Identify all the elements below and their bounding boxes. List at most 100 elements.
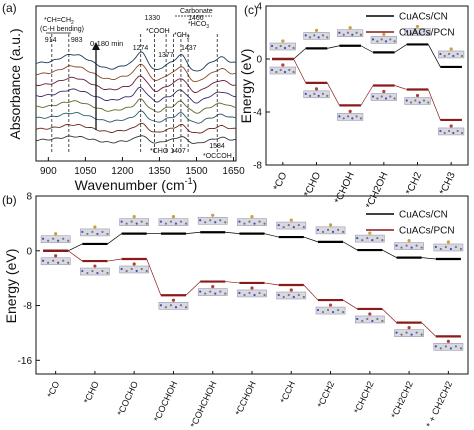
panel-a-peak-label: 1437 xyxy=(181,45,197,52)
panel-b-category-label: *COCHO xyxy=(115,380,140,418)
panel-c-category-label: *CH2 xyxy=(404,170,424,197)
panel-a-ylabel: Absorbance (a.u.) xyxy=(7,28,23,139)
panel-c-category-label: *CH3 xyxy=(438,170,458,197)
panel-b-connector xyxy=(225,281,240,284)
molecule-structure-image xyxy=(433,240,464,252)
panel-c-connector xyxy=(394,44,407,53)
panel-c-connector xyxy=(326,82,340,106)
panel-a-spectrum-line xyxy=(35,63,237,83)
panel-b-connector xyxy=(264,233,279,238)
panel-b-category-label: *CO xyxy=(45,380,61,400)
molecule-structure-image xyxy=(80,264,110,276)
molecule-structure-image xyxy=(119,262,149,274)
panel-b-connector xyxy=(146,258,162,296)
molecule-structure-image xyxy=(119,215,149,226)
panel-a-spectrum-line xyxy=(35,122,237,134)
panel-c-x-labels: *CO *CHO *CHOH *CH2OH *CH2 *CH3 xyxy=(272,162,458,211)
panel-a-annot-ch-bending: (C-H bending) xyxy=(40,26,84,33)
molecule-structure-image xyxy=(315,303,346,315)
panel-b-connector xyxy=(342,299,358,310)
panel-a-annot-cooh: *COOH xyxy=(146,28,170,35)
panel-c-letter: (c) xyxy=(244,3,258,17)
molecule-structure-image xyxy=(438,47,465,59)
molecule-structure-image xyxy=(394,326,424,337)
molecule-structure-image xyxy=(158,298,189,310)
panel-c-ylabel: Energy (eV) xyxy=(238,49,254,124)
legend-label: CuACs/PCN xyxy=(399,28,455,39)
panel-a-annot-cho: *CHO 1407 xyxy=(150,148,186,155)
molecule-structure-image xyxy=(303,87,330,99)
panel-b-connector xyxy=(68,243,83,252)
molecule-structure-image xyxy=(404,24,431,36)
panel-b-category-label: *CCH xyxy=(278,380,297,405)
panel-c-y-tick-label: 4 xyxy=(256,2,262,13)
panel-b-connector xyxy=(303,236,319,243)
panel-a-ftir-chart: (a) Absorbance (a.u.) Wavenumber (cm-1) … xyxy=(2,1,245,193)
panel-a-xlabel: Wavenumber (cm-1) xyxy=(75,176,198,193)
panel-b-legend: CuACs/CN CuACs/PCN xyxy=(366,210,455,237)
panel-a-annot-ch2: *CH2 xyxy=(174,32,190,41)
panel-b-connector xyxy=(264,282,279,286)
panel-c-series xyxy=(272,43,462,122)
panel-b-category-label: *COCHOH xyxy=(152,380,179,424)
molecule-structure-image xyxy=(337,109,364,121)
molecule-structure-image xyxy=(40,254,71,266)
panel-c-connector xyxy=(394,85,407,90)
panel-b-connector xyxy=(107,233,122,245)
molecule-structure-image xyxy=(80,225,110,237)
panel-c-category-label: *CO xyxy=(272,170,290,192)
molecule-structure-image xyxy=(269,39,296,51)
panel-b-y-tick-label: 8 xyxy=(26,192,32,203)
molecule-structure-image xyxy=(337,26,364,37)
panel-c-connector xyxy=(327,45,340,49)
panel-b-connector xyxy=(67,250,83,262)
molecule-structure-image xyxy=(315,223,346,235)
molecule-structure-image xyxy=(158,215,189,226)
panel-b-x-labels: *CO *CHO *COCHO *COCHOH *COHCHOH *CCHOH *CCH *C… xyxy=(45,371,454,429)
panel-b-connector xyxy=(421,257,436,260)
panel-b-ylabel: Energy (eV) xyxy=(3,249,19,324)
panel-c-connector xyxy=(427,89,441,121)
panel-a-peak-label: 983 xyxy=(71,37,83,44)
molecule-structure-image xyxy=(394,239,424,250)
panel-a-annot-carbonate: Carbonate xyxy=(180,8,213,15)
panel-b-connector xyxy=(382,249,397,258)
panel-b-category-label: *CCH2 xyxy=(315,380,336,410)
panel-a-peak-label: 1466 xyxy=(188,15,204,22)
molecule-structure-image xyxy=(197,213,228,225)
panel-b-y-ticks: -16 -8 0 8 xyxy=(18,192,40,367)
panel-a-spectrum-line xyxy=(35,135,237,144)
molecule-structure-image xyxy=(276,288,307,300)
panel-a-peak-label: 1377 xyxy=(158,52,174,59)
panel-b-connector xyxy=(225,231,240,235)
panel-a-spectrum-line xyxy=(35,51,237,72)
panel-c-y-tick-label: 0 xyxy=(256,55,262,66)
panel-c-category-label: *CHOH xyxy=(333,171,357,206)
panel-a-x-ticks: 900 1050 1200 1350 1500 1650 xyxy=(40,157,245,177)
molecule-structure-image xyxy=(237,215,267,226)
panel-b-y-tick-label: -16 xyxy=(18,356,33,367)
panel-a-x-tick-label: 1200 xyxy=(111,166,134,177)
panel-a-peak-label: 1330 xyxy=(145,15,161,22)
panel-b-molecule-images xyxy=(40,213,464,351)
panel-c-category-label: *CH2OH xyxy=(364,171,390,211)
molecule-structure-image xyxy=(370,32,397,44)
panel-b-y-tick-label: 0 xyxy=(26,246,32,257)
panel-b-connector xyxy=(303,284,319,301)
panel-c-y-tick-label: -8 xyxy=(253,161,262,172)
panel-a-annot-hco3: *HCO3 xyxy=(188,21,209,30)
legend-label: CuACs/PCN xyxy=(399,226,455,237)
panel-b-category-label: * + CH2CH2 xyxy=(424,380,454,429)
panel-c-connector xyxy=(293,58,307,84)
panel-a-peak-markers: 914 983 1274 1330 1377 1437 1466 1584 xyxy=(45,15,225,152)
panel-a-peak-label: 1274 xyxy=(133,45,149,52)
panel-c-y-ticks: -8 -4 0 4 xyxy=(253,2,270,172)
molecule-structure-image xyxy=(237,286,267,298)
panel-a-spectrum-line xyxy=(36,98,237,114)
panel-a-letter: (a) xyxy=(2,1,17,15)
panel-c-connector xyxy=(360,45,374,53)
panel-a-peak-label: 1584 xyxy=(209,143,225,150)
panel-b-connector xyxy=(107,258,122,262)
molecule-structure-image xyxy=(433,339,464,351)
